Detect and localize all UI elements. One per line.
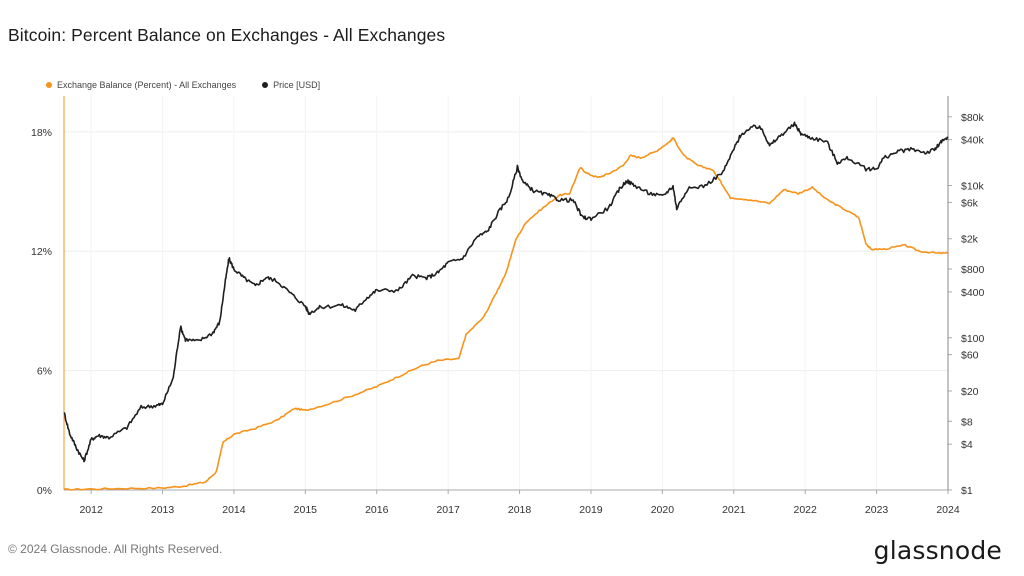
x-tick-label: 2018 [508,504,532,516]
y-right-tick-label: $800 [961,264,985,276]
legend-item-price[interactable]: Price [USD] [262,80,320,90]
legend-price-label: Price [USD] [273,80,321,90]
x-tick-label: 2014 [222,504,246,516]
x-tick-label: 2022 [794,504,818,516]
y-left-tick-label: 12% [31,246,52,258]
y-right-tick-label: $8 [961,416,973,428]
legend-price-dot [262,82,269,88]
y-right-tick-label: $1 [961,485,973,497]
x-tick-label: 2015 [294,504,318,516]
y-right-tick-label: $2k [961,234,979,246]
y-right-tick-label: $60 [961,350,979,362]
axes [63,96,952,494]
series-lines [63,121,949,491]
x-tick-label: 2020 [651,504,675,516]
x-tick-label: 2024 [936,504,960,516]
y-right-tick-label: $80k [961,112,985,124]
x-tick-label: 2012 [79,504,103,516]
chart-title: Bitcoin: Percent Balance on Exchanges - … [8,25,446,45]
legend-balance-label: Exchange Balance (Percent) - All Exchang… [57,80,237,90]
x-tick-label: 2017 [436,504,460,516]
y-right-tick-label: $20 [961,386,979,398]
legend-item-balance[interactable]: Exchange Balance (Percent) - All Exchang… [46,80,236,90]
x-tick-label: 2019 [579,504,603,516]
y-left-tick-label: 18% [31,127,52,139]
tick-labels: 0% 6% 12% 18% 2012 2013 2014 2015 2016 2017 2018 20… [31,112,985,516]
grid [64,96,949,491]
y-right-tick-label: $400 [961,287,985,299]
glassnode-logo: glassnode [873,536,1002,565]
y-right-tick-label: $4 [961,439,973,451]
y-left-tick-label: 6% [37,366,52,378]
y-right-tick-label: $40k [961,135,985,147]
x-tick-label: 2016 [365,504,389,516]
y-left-tick-label: 0% [37,485,52,497]
y-right-tick-label: $6k [961,197,979,209]
y-right-tick-label: $10k [961,181,985,193]
x-tick-label: 2013 [151,504,175,516]
copyright-footer: © 2024 Glassnode. All Rights Reserved. [8,542,223,556]
y-right-tick-label: $100 [961,333,985,345]
x-tick-label: 2021 [722,504,746,516]
x-tick-label: 2023 [865,504,889,516]
legend-balance-dot [46,82,52,88]
legend: Exchange Balance (Percent) - All Exchang… [46,80,320,90]
price-line [63,121,949,463]
exchange-balance-line [63,137,949,491]
